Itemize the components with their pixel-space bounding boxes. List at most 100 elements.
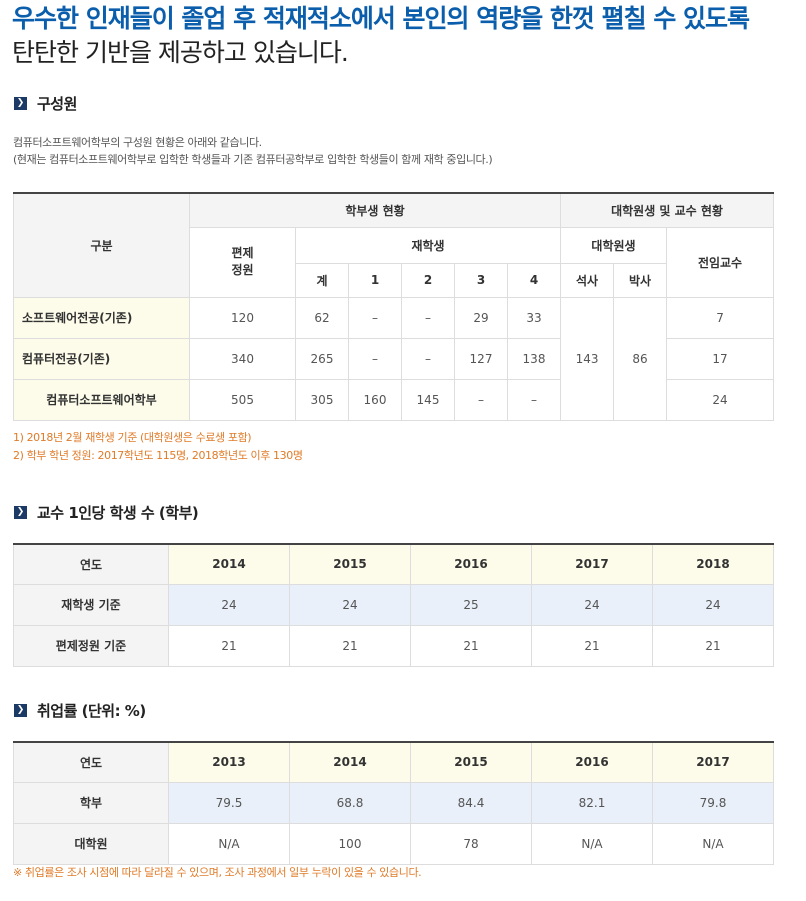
row-name: 컴퓨터전공(기존) <box>13 337 190 380</box>
header-year: 2014 <box>289 741 411 783</box>
row-name: 컴퓨터소프트웨어학부 <box>13 378 190 421</box>
table-cell: 68.8 <box>289 781 411 824</box>
table-row: 소프트웨어전공(기존) 120 62 – – 29 33 143 86 7 <box>13 296 775 421</box>
cell-year-1: – <box>348 296 402 339</box>
table-cell: N/A <box>652 822 774 865</box>
table-cell: 21 <box>168 624 290 667</box>
header-year: 2017 <box>652 741 774 783</box>
header-master: 석사 <box>560 262 615 298</box>
cell-year-2: – <box>401 337 455 380</box>
row-label: 재학생 기준 <box>13 583 169 626</box>
table-row: 컴퓨터소프트웨어학부 505 305 160 145 – – 24 <box>13 378 775 421</box>
headline: 우수한 인재들이 졸업 후 적재적소에서 본인의 역량을 한껏 펼칠 수 있도록… <box>12 2 802 70</box>
table-cell: 24 <box>531 583 653 626</box>
members-description-2: (현재는 컴퓨터소프트웨어학부로 입학한 학생들과 기존 컴퓨터공학부로 입학한… <box>13 153 493 166</box>
employment-table: 연도 2013 2014 2015 2016 2017 학부 79.5 68.8… <box>13 741 774 865</box>
header-quota: 편제 정원 <box>189 226 296 298</box>
cell-quota: 120 <box>189 296 296 339</box>
table-cell: 25 <box>410 583 532 626</box>
table-cell: 100 <box>289 822 411 865</box>
cell-total: 265 <box>295 337 349 380</box>
row-label: 편제정원 기준 <box>13 624 169 667</box>
header-enrolled: 재학생 <box>294 226 562 264</box>
row-label: 대학원 <box>13 822 169 865</box>
section-title-text: 구성원 <box>37 94 77 113</box>
table-cell: 78 <box>410 822 532 865</box>
table-cell: 79.5 <box>168 781 290 824</box>
cell-year-1: 160 <box>348 378 402 421</box>
cell-total: 62 <box>295 296 349 339</box>
cell-master: 143 <box>560 296 615 421</box>
cell-year-2: – <box>401 296 455 339</box>
header-year-4: 4 <box>506 262 562 298</box>
cell-year-4: 138 <box>506 337 562 380</box>
cell-year-4: – <box>506 378 562 421</box>
ratio-table: 연도 2014 2015 2016 2017 2018 재학생 기준 24 24… <box>13 543 774 667</box>
table-cell: 24 <box>168 583 290 626</box>
table-row: 대학원 N/A 100 78 N/A N/A <box>13 822 774 865</box>
members-note-1: 1) 2018년 2월 재학생 기준 (대학원생은 수료생 포함) <box>13 431 252 444</box>
cell-year-2: 145 <box>401 378 455 421</box>
header-grad-prof: 대학원생 및 교수 현황 <box>560 192 775 228</box>
chevron-right-icon: ❯ <box>14 703 27 717</box>
header-year: 2015 <box>410 741 532 783</box>
header-doctor: 박사 <box>613 262 668 298</box>
table-cell: 21 <box>410 624 532 667</box>
cell-quota: 340 <box>189 337 296 380</box>
cell-year-4: 33 <box>506 296 562 339</box>
cell-year-1: – <box>348 337 402 380</box>
header-total: 계 <box>295 262 349 298</box>
table-cell: 21 <box>289 624 411 667</box>
header-year-2: 2 <box>401 262 455 298</box>
header-professor: 전임교수 <box>666 226 775 298</box>
section-title-ratio: ❯ 교수 1인당 학생 수 (학부) <box>14 502 199 522</box>
header-year: 2016 <box>531 741 653 783</box>
header-year: 2018 <box>652 543 774 585</box>
section-title-employment: ❯ 취업률 (단위: %) <box>14 700 146 720</box>
header-year-1: 1 <box>348 262 402 298</box>
cell-professor: 7 <box>666 296 775 339</box>
table-cell: 84.4 <box>410 781 532 824</box>
members-table: 구분 학부생 현황 대학원생 및 교수 현황 편제 정원 재학생 대학원생 전임… <box>13 192 775 421</box>
cell-year-3: – <box>454 378 508 421</box>
table-row: 컴퓨터전공(기존) 340 265 – – 127 138 17 <box>13 337 775 380</box>
section-title-text: 교수 1인당 학생 수 (학부) <box>37 503 199 522</box>
table-row: 재학생 기준 24 24 25 24 24 <box>13 583 774 626</box>
cell-professor: 17 <box>666 337 775 380</box>
header-year: 2015 <box>289 543 411 585</box>
table-cell: 21 <box>531 624 653 667</box>
header-year: 2016 <box>410 543 532 585</box>
section-title-text: 취업률 (단위: %) <box>37 701 146 720</box>
header-year-label: 연도 <box>13 741 169 783</box>
section-title-members: ❯ 구성원 <box>14 93 77 113</box>
chevron-right-icon: ❯ <box>14 505 27 519</box>
header-year: 2017 <box>531 543 653 585</box>
header-year-3: 3 <box>454 262 508 298</box>
cell-quota: 505 <box>189 378 296 421</box>
employment-note: ※ 취업률은 조사 시점에 따라 달라질 수 있으며, 조사 과정에서 일부 누… <box>13 866 422 879</box>
cell-total: 305 <box>295 378 349 421</box>
header-division: 구분 <box>13 192 190 298</box>
table-cell: 24 <box>652 583 774 626</box>
headline-line-2: 탄탄한 기반을 제공하고 있습니다. <box>12 38 349 67</box>
cell-year-3: 29 <box>454 296 508 339</box>
table-cell: N/A <box>531 822 653 865</box>
table-cell: 24 <box>289 583 411 626</box>
members-description-1: 컴퓨터소프트웨어학부의 구성원 현황은 아래와 같습니다. <box>13 136 262 149</box>
members-note-2: 2) 학부 학년 정원: 2017학년도 115명, 2018학년도 이후 13… <box>13 449 303 462</box>
cell-year-3: 127 <box>454 337 508 380</box>
cell-professor: 24 <box>666 378 775 421</box>
table-cell: N/A <box>168 822 290 865</box>
header-grad-students: 대학원생 <box>560 226 668 264</box>
table-row: 편제정원 기준 21 21 21 21 21 <box>13 624 774 667</box>
table-cell: 21 <box>652 624 774 667</box>
table-row: 학부 79.5 68.8 84.4 82.1 79.8 <box>13 781 774 824</box>
chevron-right-icon: ❯ <box>14 96 27 110</box>
table-cell: 82.1 <box>531 781 653 824</box>
header-undergrad: 학부생 현황 <box>188 192 562 228</box>
header-year: 2013 <box>168 741 290 783</box>
header-year-label: 연도 <box>13 543 169 585</box>
headline-line-1: 우수한 인재들이 졸업 후 적재적소에서 본인의 역량을 한껏 펼칠 수 있도록 <box>12 4 750 33</box>
table-cell: 79.8 <box>652 781 774 824</box>
row-label: 학부 <box>13 781 169 824</box>
